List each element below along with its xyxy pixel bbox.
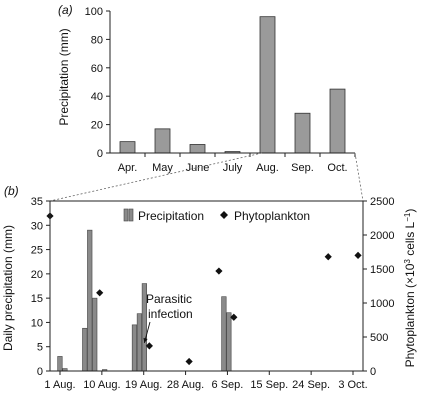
a-bar-6 xyxy=(329,88,346,154)
b-phyto-point-2 xyxy=(145,342,153,350)
legend-precip-label: Precipitation xyxy=(138,209,204,223)
b-precip-bar-6 xyxy=(131,324,138,372)
annotation-arrowhead xyxy=(143,337,148,343)
a-ytick-label-0: 0 xyxy=(97,148,103,160)
connector-aug xyxy=(49,152,263,202)
a-xtick-label-2: June xyxy=(186,162,210,174)
a-bar-5 xyxy=(294,112,311,154)
a-xtick-label-5: Sep. xyxy=(291,162,314,174)
b-left-tick-label-7: 35 xyxy=(31,196,43,208)
a-xtick-label-0: Apr. xyxy=(118,162,138,174)
b-left-tick-label-0: 0 xyxy=(37,366,43,378)
b-xtick-label-5: 15 Sep. xyxy=(250,379,288,391)
panel-b-left-ticks: 0 5 10 15 20 25 30 35 xyxy=(31,196,50,378)
b-xtick-label-7: 3 Oct. xyxy=(338,379,367,391)
legend-precip-swatch-2 xyxy=(128,208,134,222)
a-bar-2 xyxy=(189,144,206,154)
b-precip-bar-10 xyxy=(226,312,232,372)
b-xtick-label-6: 24 Sep. xyxy=(292,379,330,391)
panel-b-precip-bars xyxy=(57,229,232,372)
b-right-tick-label-5: 2500 xyxy=(370,196,394,208)
b-left-tick-label-3: 15 xyxy=(31,293,43,305)
b-phyto-point-4 xyxy=(215,267,223,275)
b-phyto-point-7 xyxy=(354,251,362,259)
a-bar-4 xyxy=(259,16,276,154)
a-ytick-label-1: 20 xyxy=(91,120,103,132)
a-ytick-label-4: 80 xyxy=(91,34,103,46)
panel-b: (b) Daily precipitation (mm) Phytoplankt… xyxy=(1,184,417,391)
b-left-tick-label-4: 20 xyxy=(31,269,43,281)
b-right-tick-label-2: 1000 xyxy=(370,298,394,310)
b-precip-bar-9 xyxy=(221,296,227,372)
legend-phyto-label: Phytoplankton xyxy=(234,209,310,223)
panel-a-label: (a) xyxy=(58,3,73,17)
b-xtick-label-3: 28 Aug. xyxy=(167,379,204,391)
b-phyto-point-1 xyxy=(96,289,104,297)
b-right-tick-label-3: 1500 xyxy=(370,264,394,276)
b-phyto-point-6 xyxy=(324,253,332,261)
b-precip-bar-2 xyxy=(82,327,88,372)
annotation-line2: infection xyxy=(148,307,193,321)
a-bar-0 xyxy=(119,141,136,154)
right-axis-title-part2: cells L xyxy=(403,221,417,259)
panel-a-y-axis-title: Precipitation (mm) xyxy=(57,28,71,125)
legend-precip-swatch xyxy=(123,208,129,222)
b-left-tick-label-2: 10 xyxy=(31,317,43,329)
connector-oct xyxy=(354,152,364,202)
panel-a-bars xyxy=(119,16,346,154)
b-left-tick-label-5: 25 xyxy=(31,245,43,257)
b-right-tick-label-4: 2000 xyxy=(370,230,394,242)
panel-a-axes xyxy=(109,11,355,154)
b-right-tick-label-1: 500 xyxy=(370,332,388,344)
a-bar-1 xyxy=(154,128,171,154)
panel-a-x-ticks: Apr. May June July Aug. Sep. Oct. xyxy=(118,153,356,174)
b-xtick-label-0: 1 Aug. xyxy=(44,379,75,391)
a-ytick-label-3: 60 xyxy=(91,63,103,75)
b-right-tick-label-0: 0 xyxy=(370,366,376,378)
panel-b-right-ticks: 0 500 1000 1500 2000 2500 xyxy=(363,196,394,378)
a-ytick-label-5: 100 xyxy=(85,6,103,18)
a-xtick-label-6: Oct. xyxy=(327,162,347,174)
legend: Precipitation Phytoplankton xyxy=(123,208,310,223)
legend-phyto-marker xyxy=(220,211,228,219)
b-left-tick-label-6: 30 xyxy=(31,220,43,232)
panel-b-left-axis-title: Daily precipitation (mm) xyxy=(1,225,15,351)
a-ytick-label-2: 40 xyxy=(91,91,103,103)
panel-b-phyto-points xyxy=(46,212,362,366)
b-left-tick-label-1: 5 xyxy=(37,342,43,354)
b-xtick-label-2: 19 Aug. xyxy=(125,379,162,391)
right-axis-title-exp2: −1 xyxy=(403,212,412,222)
panel-b-label: (b) xyxy=(4,184,19,198)
b-phyto-point-3 xyxy=(185,357,193,366)
a-xtick-label-4: Aug. xyxy=(256,162,279,174)
b-precip-bar-0 xyxy=(57,356,63,372)
annotation-parasitic-infection: Parasitic infection xyxy=(143,292,193,343)
a-xtick-label-3: July xyxy=(223,162,243,174)
b-xtick-label-4: 6 Sep. xyxy=(212,379,244,391)
panel-a: (a) Precipitation (mm) 0 20 40 60 80 100 Apr.… xyxy=(57,3,356,174)
b-precip-bar-4 xyxy=(92,297,98,372)
right-axis-title-exp1: 3 xyxy=(403,259,412,264)
right-axis-title-part1: Phytoplankton (×10 xyxy=(403,263,417,367)
panel-a-y-ticks: 0 20 40 60 80 100 xyxy=(85,6,110,160)
b-precip-bar-7 xyxy=(136,313,143,372)
panel-b-frame xyxy=(49,200,364,372)
b-precip-bar-3 xyxy=(87,229,93,372)
a-xtick-label-1: May xyxy=(152,162,173,174)
b-phyto-point-5 xyxy=(230,313,238,321)
panel-b-right-axis-title: Phytoplankton (×103 cells L−1) xyxy=(403,209,417,368)
panel-b-x-ticks: 1 Aug. 10 Aug. 19 Aug. 28 Aug. 6 Sep. 15 Sep.… xyxy=(44,371,368,391)
b-xtick-label-1: 10 Aug. xyxy=(83,379,120,391)
annotation-line1: Parasitic xyxy=(146,292,192,306)
right-axis-title-end: ) xyxy=(403,209,417,213)
